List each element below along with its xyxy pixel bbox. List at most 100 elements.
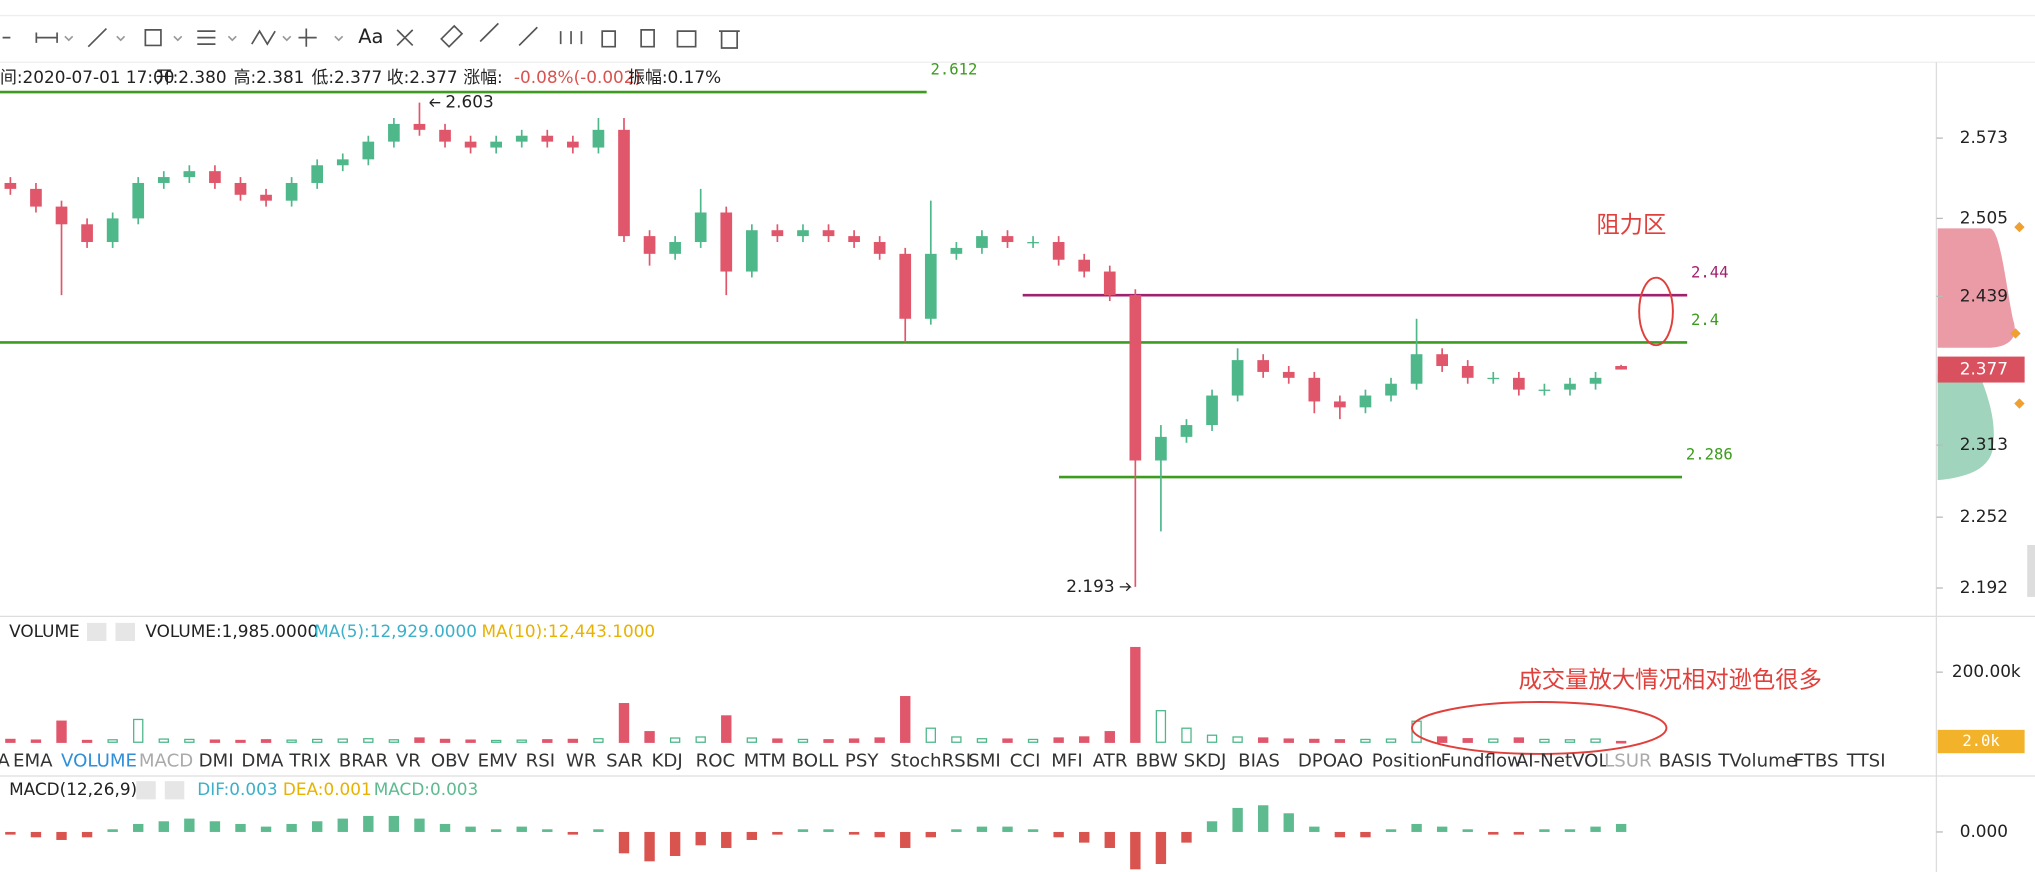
macd-bar [1232,807,1243,832]
info-change-label: 涨幅: [463,67,502,87]
indicator-tab[interactable]: TRIX [288,751,331,772]
volume-bar [1309,738,1320,743]
close-button[interactable] [164,781,185,800]
indicator-tab[interactable]: SKDJ [1184,751,1227,772]
candle-body [848,236,860,243]
candle-body [55,206,68,225]
volume-bar [644,731,655,743]
volume-bar [1104,731,1115,743]
macd-bar [1206,821,1218,832]
candle-body [976,236,988,248]
indicator-tab[interactable]: DMA [241,751,284,772]
info-bar: 间:2020-07-01 17:00 开:2.380 高:2.381 低:2.3… [0,67,721,87]
indicator-tab[interactable]: Fundflow [1441,751,1523,772]
candle-body [234,182,247,195]
price-markers [2010,221,2025,409]
settings-button[interactable] [86,622,107,642]
indicator-tab[interactable]: OBV [431,751,470,772]
indicator-tab[interactable]: RSI [526,751,556,772]
info-open: 开:2.380 [156,67,227,87]
pane-title: MACD(12,26,9) [9,779,137,799]
indicator-tab[interactable]: BOLL [792,751,840,772]
candle-body [1589,377,1602,384]
macd-bar [184,818,195,832]
indicator-tab[interactable]: WR [566,751,597,772]
indicator-tab[interactable]: MACD [139,751,193,772]
indicator-tab[interactable]: DPO [1298,751,1337,772]
indicator-tab[interactable]: BIAS [1238,751,1280,772]
candle-body [1180,425,1193,437]
y-tick-label: 2.252 [1960,506,2008,526]
indicator-tab[interactable]: EMV [478,751,518,772]
annotation: 成交量放大情况相对逊色很多 [1518,666,1822,694]
toolbar-icons[interactable] [2,22,740,49]
indicator-tab[interactable]: FTBS [1794,751,1839,772]
indicator-tab[interactable]: MFI [1051,751,1082,772]
macd-bar [1155,831,1167,864]
indicator-tab[interactable]: SAR [606,751,643,772]
indicator-tab[interactable]: KDJ [652,751,683,772]
indicator-tab[interactable]: VR [396,751,421,772]
macd-bar [925,831,936,838]
volume-bar [1002,738,1013,743]
candle-body [822,230,835,237]
candle-body [924,253,937,319]
macd-bar [439,823,451,832]
candle-body [1257,360,1270,372]
candle-body [1359,395,1372,408]
text-tool[interactable]: Aa [358,25,383,48]
indicator-tab[interactable]: AI-NetVOL [1516,751,1610,772]
candle-body [1487,377,1500,380]
indicator-tab[interactable]: Position [1372,751,1443,772]
volume-bar [925,727,936,743]
indicator-tab[interactable]: BASIS [1659,751,1712,772]
macd-value: MACD:0.003 [374,779,478,799]
macd-bar [1513,831,1525,835]
candle-body [311,165,324,183]
indicator-tab[interactable]: PSY [845,751,879,772]
candle-body [1155,436,1167,461]
indicator-tab[interactable]: BBW [1136,751,1178,772]
indicator-tab[interactable]: StochRSI [890,751,971,772]
info-amplitude: 振幅:0.17% [628,67,721,87]
macd-bar [465,826,476,832]
indicator-tab[interactable]: CCI [1010,751,1041,772]
indicator-tab[interactable]: MTM [744,751,786,772]
macd-bar [1104,831,1115,848]
candle-body [643,236,656,254]
indicator-tab[interactable]: TVolume [1717,751,1797,772]
indicator-tab[interactable]: A [0,751,10,772]
info-time: 间:2020-07-01 17:00 [0,67,174,87]
volume-bar [848,738,860,743]
candle-body [1027,242,1039,244]
indicator-tab[interactable]: BRAR [339,751,389,772]
info-low: 低:2.377 [311,67,382,87]
macd-bar [286,823,297,832]
macd-bar [1130,831,1141,870]
indicator-tab[interactable]: VOLUME [61,751,137,772]
macd-bar [1002,826,1013,832]
scrollbar[interactable] [2027,545,2035,597]
indicator-tab[interactable]: DMI [199,751,234,772]
y-tick-label: 0.000 [1960,821,2008,841]
candle-body [106,218,119,243]
indicator-tab[interactable]: TTSI [1846,751,1886,772]
level-label: 2.44 [1691,264,1728,282]
indicator-tab[interactable]: ATR [1093,751,1128,772]
price-pane [0,90,1688,587]
macd-bar [1334,831,1346,838]
volume-bar [823,739,834,743]
indicator-tab[interactable]: EMA [13,751,53,772]
volume-bar [1053,737,1064,743]
close-button[interactable] [115,622,135,642]
indicator-tab[interactable]: SMI [968,751,1001,772]
indicator-tab[interactable]: ROC [696,751,736,772]
indicator-tab[interactable]: AO [1337,751,1363,772]
min-label: 2.193 [1066,576,1114,596]
indicator-tab[interactable]: LSUR [1604,751,1652,772]
volume-bar [976,738,988,743]
volume-profile [1937,228,2015,348]
macd-bar [388,815,400,832]
settings-button[interactable] [136,781,156,800]
